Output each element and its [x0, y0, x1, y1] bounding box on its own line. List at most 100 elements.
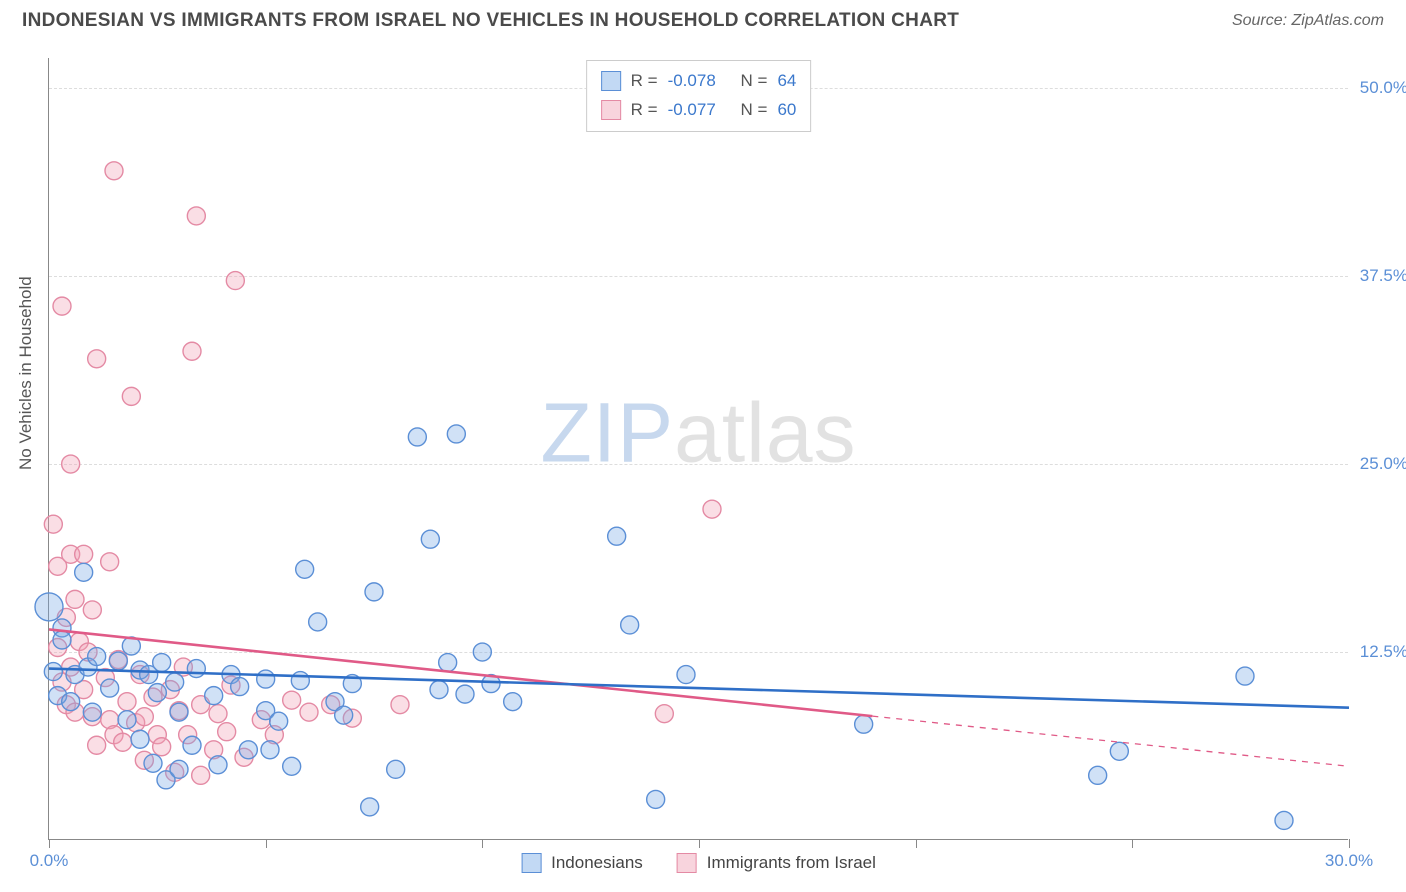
scatter-point-pink	[391, 696, 409, 714]
scatter-point-pink	[153, 738, 171, 756]
scatter-point-blue	[187, 660, 205, 678]
scatter-point-blue	[205, 687, 223, 705]
scatter-point-pink	[703, 500, 721, 518]
scatter-point-blue	[118, 711, 136, 729]
scatter-point-blue	[166, 673, 184, 691]
scatter-point-blue	[621, 616, 639, 634]
scatter-point-blue	[387, 760, 405, 778]
scatter-point-blue	[261, 741, 279, 759]
scatter-point-blue	[439, 654, 457, 672]
scatter-point-blue	[144, 754, 162, 772]
legend-item-blue: Indonesians	[521, 853, 643, 873]
scatter-point-pink	[118, 693, 136, 711]
correlation-stats-box: R = -0.078 N = 64 R = -0.077 N = 60	[586, 60, 812, 132]
source-name: ZipAtlas.com	[1292, 12, 1384, 29]
swatch-blue-icon	[601, 71, 621, 91]
swatch-blue-icon	[521, 853, 541, 873]
scatter-point-blue	[209, 756, 227, 774]
r-value-pink: -0.077	[668, 96, 716, 125]
scatter-point-blue	[101, 679, 119, 697]
scatter-point-blue	[855, 715, 873, 733]
n-label: N =	[741, 67, 768, 96]
trendline-pink-extrapolated	[872, 716, 1349, 766]
scatter-point-pink	[66, 590, 84, 608]
scatter-point-blue	[83, 703, 101, 721]
scatter-point-blue	[608, 527, 626, 545]
scatter-point-pink	[101, 553, 119, 571]
scatter-point-blue	[109, 652, 127, 670]
r-label: R =	[631, 67, 658, 96]
n-value-pink: 60	[777, 96, 796, 125]
series-legend: Indonesians Immigrants from Israel	[521, 853, 876, 873]
header-bar: INDONESIAN VS IMMIGRANTS FROM ISRAEL NO …	[0, 0, 1406, 38]
scatter-point-blue	[131, 730, 149, 748]
scatter-point-pink	[183, 342, 201, 360]
stats-row-blue: R = -0.078 N = 64	[601, 67, 797, 96]
scatter-point-blue	[408, 428, 426, 446]
scatter-point-blue	[504, 693, 522, 711]
scatter-point-pink	[53, 297, 71, 315]
scatter-point-blue	[361, 798, 379, 816]
scatter-point-blue	[456, 685, 474, 703]
scatter-point-blue	[1275, 811, 1293, 829]
scatter-point-pink	[114, 733, 132, 751]
swatch-pink-icon	[601, 100, 621, 120]
scatter-point-blue	[231, 678, 249, 696]
x-tick-label: 30.0%	[1325, 851, 1373, 871]
scatter-point-blue	[239, 741, 257, 759]
x-tick	[49, 839, 50, 848]
r-value-blue: -0.078	[668, 67, 716, 96]
scatter-point-pink	[283, 691, 301, 709]
r-label: R =	[631, 96, 658, 125]
scatter-svg	[49, 58, 1348, 839]
scatter-point-pink	[300, 703, 318, 721]
scatter-point-pink	[122, 387, 140, 405]
x-tick	[482, 839, 483, 848]
legend-label-blue: Indonesians	[551, 853, 643, 873]
source-prefix: Source:	[1232, 12, 1292, 29]
scatter-point-blue	[1089, 766, 1107, 784]
scatter-point-blue	[291, 672, 309, 690]
stats-row-pink: R = -0.077 N = 60	[601, 96, 797, 125]
scatter-point-blue	[183, 736, 201, 754]
scatter-point-pink	[105, 162, 123, 180]
scatter-point-blue	[35, 593, 63, 621]
scatter-point-blue	[62, 693, 80, 711]
scatter-point-blue	[1236, 667, 1254, 685]
y-axis-label: No Vehicles in Household	[16, 276, 36, 470]
x-tick	[266, 839, 267, 848]
chart-title: INDONESIAN VS IMMIGRANTS FROM ISRAEL NO …	[22, 10, 959, 32]
scatter-point-blue	[283, 757, 301, 775]
y-tick-label: 50.0%	[1353, 78, 1406, 98]
scatter-point-pink	[187, 207, 205, 225]
scatter-point-pink	[655, 705, 673, 723]
scatter-point-blue	[473, 643, 491, 661]
scatter-point-blue	[170, 703, 188, 721]
x-tick	[916, 839, 917, 848]
scatter-point-pink	[44, 515, 62, 533]
scatter-point-pink	[192, 766, 210, 784]
scatter-point-blue	[44, 663, 62, 681]
scatter-point-pink	[226, 272, 244, 290]
scatter-point-pink	[62, 455, 80, 473]
legend-item-pink: Immigrants from Israel	[677, 853, 876, 873]
scatter-point-pink	[83, 601, 101, 619]
scatter-point-blue	[335, 706, 353, 724]
scatter-point-pink	[88, 350, 106, 368]
scatter-point-blue	[153, 654, 171, 672]
scatter-point-blue	[270, 712, 288, 730]
scatter-point-pink	[135, 708, 153, 726]
x-tick	[699, 839, 700, 848]
y-tick-label: 12.5%	[1353, 642, 1406, 662]
scatter-point-blue	[677, 666, 695, 684]
chart-plot-area: ZIPatlas R = -0.078 N = 64 R = -0.077 N …	[48, 58, 1348, 840]
scatter-point-blue	[430, 681, 448, 699]
scatter-point-pink	[88, 736, 106, 754]
scatter-point-blue	[53, 631, 71, 649]
y-tick-label: 25.0%	[1353, 454, 1406, 474]
scatter-point-blue	[1110, 742, 1128, 760]
scatter-point-blue	[647, 790, 665, 808]
y-tick-label: 37.5%	[1353, 266, 1406, 286]
x-tick	[1132, 839, 1133, 848]
scatter-point-blue	[309, 613, 327, 631]
